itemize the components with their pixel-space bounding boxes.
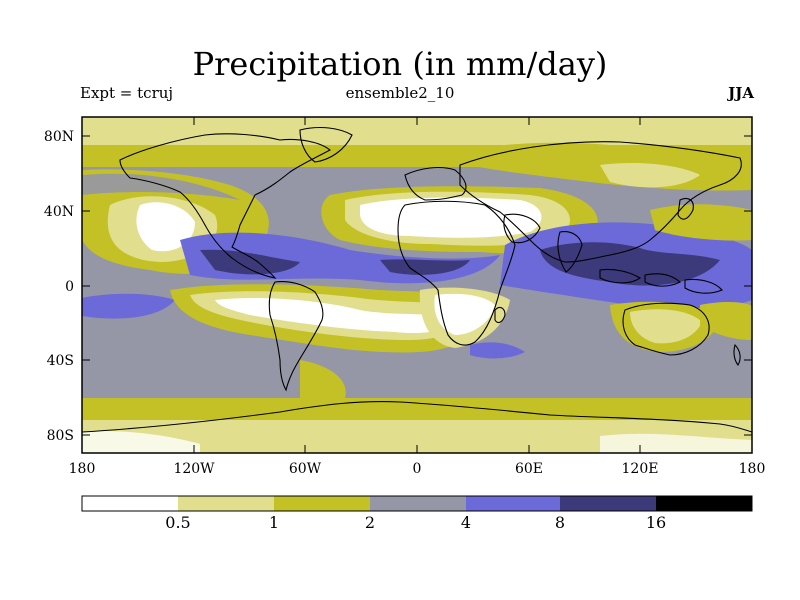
colorbar-swatch	[370, 496, 466, 511]
lon-label: 180	[69, 461, 96, 477]
coastlines	[82, 126, 752, 433]
axis-ticks	[81, 117, 753, 453]
lon-label: 180	[739, 461, 766, 477]
colorbar-swatch	[656, 496, 752, 511]
colorbar-swatch	[560, 496, 656, 511]
colorbar-label: 2	[365, 513, 375, 532]
experiment-label: Expt = tcruj	[80, 84, 174, 102]
ensemble-label: ensemble2_10	[345, 84, 455, 102]
colorbar-label: 1	[269, 513, 279, 532]
colorbar-swatch	[466, 496, 560, 511]
lon-label: 0	[413, 461, 422, 477]
colorbar-label: 4	[461, 513, 471, 532]
colorbar-label: 0.5	[165, 513, 190, 532]
lon-label: 60W	[289, 461, 322, 477]
lat-label: 40N	[44, 204, 74, 220]
lat-label: 80S	[47, 428, 74, 444]
colorbar-label: 16	[646, 513, 666, 532]
lat-label: 40S	[47, 353, 74, 369]
map-title: Precipitation (in mm/day)	[192, 45, 608, 83]
colorbar-swatch	[178, 496, 274, 511]
colorbar-label: 8	[555, 513, 565, 532]
season-label: JJA	[728, 84, 754, 102]
lon-label: 120E	[622, 461, 659, 477]
lat-label: 0	[65, 279, 74, 295]
colorbar: 0.5 1 2 4 8 16	[81, 495, 753, 532]
lon-label: 120W	[173, 461, 215, 477]
lon-label: 60E	[515, 461, 543, 477]
colorbar-swatch	[82, 496, 178, 511]
colorbar-frame	[81, 495, 753, 512]
colorbar-swatch	[274, 496, 370, 511]
lat-label: 80N	[44, 129, 74, 145]
